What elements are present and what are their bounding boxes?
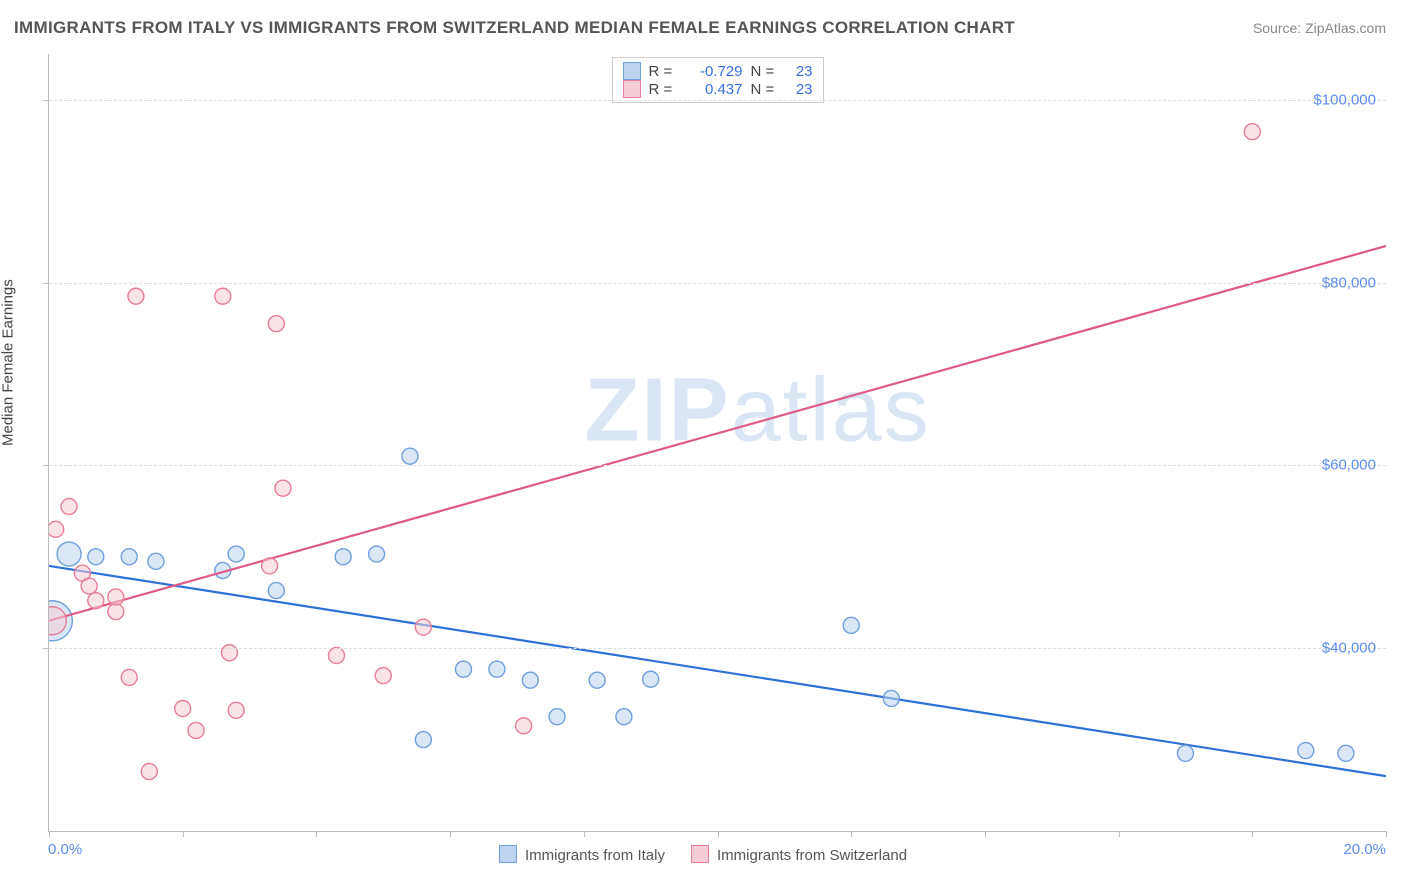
data-point-italy <box>148 553 164 569</box>
y-tick-mark <box>43 283 49 284</box>
y-tick-label: $100,000 <box>1313 91 1376 108</box>
data-point-italy <box>1338 745 1354 761</box>
legend-R-key: R = <box>649 63 675 80</box>
data-point-italy <box>228 546 244 562</box>
data-point-italy <box>57 542 81 566</box>
x-axis-max-label: 20.0% <box>1343 841 1386 858</box>
gridline <box>49 283 1386 284</box>
legend-swatch-switzerland <box>691 845 709 863</box>
legend-swatch-italy <box>499 845 517 863</box>
data-point-switzerland <box>81 578 97 594</box>
legend-N-key: N = <box>751 81 777 98</box>
data-point-italy <box>843 617 859 633</box>
data-point-italy <box>88 549 104 565</box>
legend-R-key: R = <box>649 81 675 98</box>
gridline <box>49 465 1386 466</box>
y-tick-mark <box>43 100 49 101</box>
data-point-switzerland <box>328 647 344 663</box>
gridline <box>49 648 1386 649</box>
data-point-italy <box>268 583 284 599</box>
data-point-switzerland <box>415 619 431 635</box>
data-point-switzerland <box>188 722 204 738</box>
data-point-switzerland <box>215 288 231 304</box>
y-tick-label: $40,000 <box>1322 640 1376 657</box>
gridline <box>49 100 1386 101</box>
data-point-italy <box>489 661 505 677</box>
data-point-italy <box>883 690 899 706</box>
data-point-italy <box>455 661 471 677</box>
y-axis-label: Median Female Earnings <box>0 279 17 446</box>
data-point-switzerland <box>128 288 144 304</box>
data-point-switzerland <box>49 521 64 537</box>
data-point-italy <box>415 732 431 748</box>
legend-swatch-italy <box>623 62 641 80</box>
source-attrib: Source: ZipAtlas.com <box>1253 20 1386 36</box>
correlation-legend: R = -0.729 N = 23 R = 0.437 N = 23 <box>612 57 824 103</box>
data-point-switzerland <box>108 589 124 605</box>
data-point-switzerland <box>516 718 532 734</box>
data-point-italy <box>549 709 565 725</box>
data-point-switzerland <box>1244 124 1260 140</box>
legend-N-key: N = <box>751 63 777 80</box>
data-point-switzerland <box>262 558 278 574</box>
x-axis-min-label: 0.0% <box>48 841 82 858</box>
x-tick-mark <box>316 831 317 837</box>
data-point-italy <box>369 546 385 562</box>
data-point-switzerland <box>268 316 284 332</box>
data-point-switzerland <box>228 702 244 718</box>
data-point-italy <box>522 672 538 688</box>
y-tick-mark <box>43 465 49 466</box>
data-point-switzerland <box>375 668 391 684</box>
x-tick-mark <box>584 831 585 837</box>
legend-stat-row-switzerland: R = 0.437 N = 23 <box>623 80 813 98</box>
legend-stat-row-italy: R = -0.729 N = 23 <box>623 62 813 80</box>
data-point-italy <box>121 549 137 565</box>
x-tick-mark <box>450 831 451 837</box>
legend-R-value-italy: -0.729 <box>683 63 743 80</box>
x-tick-mark <box>851 831 852 837</box>
x-tick-mark <box>985 831 986 837</box>
data-point-italy <box>402 448 418 464</box>
legend-N-value-switzerland: 23 <box>785 81 813 98</box>
data-point-italy <box>1177 745 1193 761</box>
x-tick-mark <box>183 831 184 837</box>
data-point-switzerland <box>141 764 157 780</box>
plot-area: ZIPatlas R =-0.729N =23R =0.437N =23 $40… <box>48 54 1386 832</box>
chart-title: IMMIGRANTS FROM ITALY VS IMMIGRANTS FROM… <box>14 18 1015 38</box>
x-tick-mark <box>49 831 50 837</box>
data-point-italy <box>643 671 659 687</box>
data-point-italy <box>1298 743 1314 759</box>
x-tick-mark <box>718 831 719 837</box>
y-tick-label: $60,000 <box>1322 457 1376 474</box>
data-point-switzerland <box>275 480 291 496</box>
x-tick-mark <box>1119 831 1120 837</box>
y-tick-mark <box>43 648 49 649</box>
legend-label-switzerland: Immigrants from Switzerland <box>717 847 907 864</box>
scatter-plot-svg <box>49 54 1386 831</box>
data-point-italy <box>616 709 632 725</box>
data-point-italy <box>335 549 351 565</box>
legend-label-italy: Immigrants from Italy <box>525 847 665 864</box>
legend-item-italy: Immigrants from Italy <box>499 845 665 864</box>
legend-N-value-italy: 23 <box>785 63 813 80</box>
data-point-italy <box>589 672 605 688</box>
trend-line-switzerland <box>49 246 1386 621</box>
x-tick-mark <box>1386 831 1387 837</box>
data-point-switzerland <box>175 701 191 717</box>
data-point-switzerland <box>221 645 237 661</box>
legend-R-value-switzerland: 0.437 <box>683 81 743 98</box>
data-point-switzerland <box>121 669 137 685</box>
y-tick-label: $80,000 <box>1322 274 1376 291</box>
legend-swatch-switzerland <box>623 80 641 98</box>
legend-item-switzerland: Immigrants from Switzerland <box>691 845 907 864</box>
data-point-switzerland <box>61 498 77 514</box>
series-legend: Immigrants from Italy Immigrants from Swi… <box>499 845 907 864</box>
x-tick-mark <box>1252 831 1253 837</box>
data-point-switzerland <box>88 593 104 609</box>
data-point-switzerland <box>108 604 124 620</box>
